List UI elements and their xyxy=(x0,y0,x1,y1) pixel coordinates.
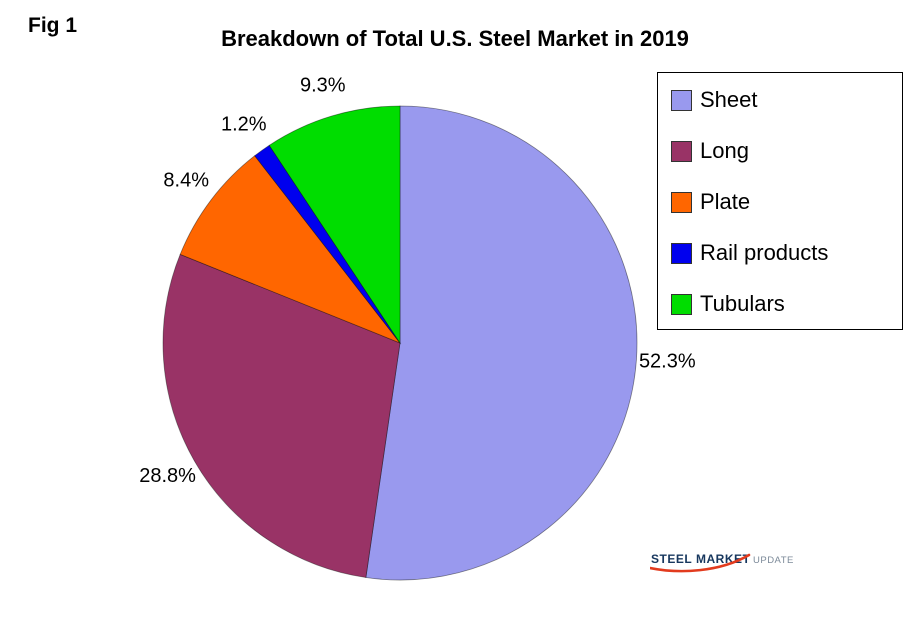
slice-percentage-label-sheet: 52.3% xyxy=(639,351,696,373)
legend: Sheet Long Plate Rail products Tubulars xyxy=(657,72,903,330)
legend-item-tubulars: Tubulars xyxy=(671,292,902,316)
legend-label: Tubulars xyxy=(700,291,785,316)
figure-number: Fig 1 xyxy=(28,14,78,37)
steel-market-update-logo: STEEL MARKET UPDATE xyxy=(650,552,794,573)
logo-text-update: UPDATE xyxy=(753,555,794,566)
legend-item-sheet: Sheet xyxy=(671,88,902,112)
pie-slice-tubulars xyxy=(268,105,401,345)
legend-swatch-rail-products xyxy=(671,242,692,264)
legend-item-rail-products: Rail products xyxy=(671,241,902,265)
legend-label: Long xyxy=(700,138,749,163)
slice-percentage-label-rail-products: 1.2% xyxy=(221,113,267,135)
legend-label: Plate xyxy=(700,189,751,214)
slice-percentage-label-plate: 8.4% xyxy=(163,170,209,192)
logo-text-steel: STEEL xyxy=(651,552,692,566)
legend-swatch-sheet xyxy=(671,89,692,111)
logo-swoosh xyxy=(650,553,751,573)
legend-swatch-long xyxy=(671,140,692,162)
pie-slice-plate xyxy=(179,155,402,344)
slice-percentage-label-long: 28.8% xyxy=(139,465,196,487)
pie-slice-long xyxy=(162,253,401,578)
legend-item-long: Long xyxy=(671,139,902,163)
slice-percentage-label-tubulars: 9.3% xyxy=(300,75,346,97)
legend-label: Sheet xyxy=(700,87,758,112)
legend-swatch-plate xyxy=(671,191,692,213)
pie-slice-sheet xyxy=(365,105,638,581)
legend-label: Rail products xyxy=(700,240,829,265)
legend-swatch-tubulars xyxy=(671,293,692,315)
pie-slice-rail-products xyxy=(254,144,401,344)
chart-title: Breakdown of Total U.S. Steel Market in … xyxy=(221,26,689,51)
legend-item-plate: Plate xyxy=(671,190,902,214)
